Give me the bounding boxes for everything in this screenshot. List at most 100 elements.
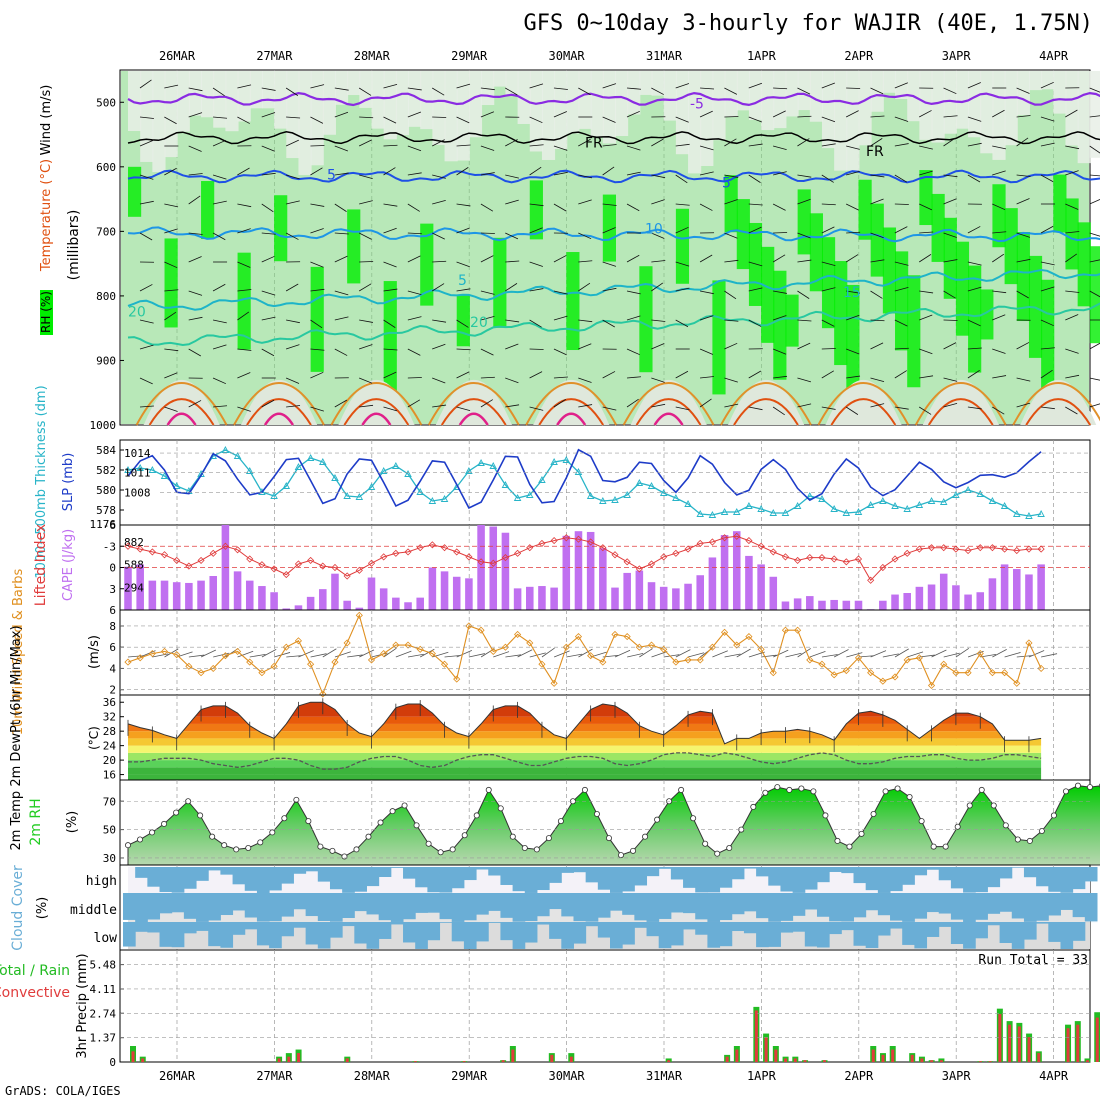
wind-barb xyxy=(845,406,859,415)
wind-barb-10m xyxy=(736,648,751,658)
rh-moist-cell xyxy=(201,181,215,240)
wind-barb xyxy=(261,87,276,91)
cape-bar xyxy=(806,596,814,610)
rh2m-marker xyxy=(389,808,396,815)
cloud-cover-bar xyxy=(585,867,599,883)
cloud-cover-bar xyxy=(342,893,355,919)
date-label-bottom: 1APR xyxy=(747,1069,777,1083)
thickness-marker xyxy=(477,459,485,466)
cloud-cover-bar xyxy=(123,922,136,947)
lifted-index-marker xyxy=(428,541,436,549)
lifted-index-marker xyxy=(185,562,193,570)
cloud-cover-bar xyxy=(1023,867,1037,878)
wind-barb xyxy=(164,116,177,125)
isotherm-30-dome xyxy=(246,398,312,426)
thickness-marker xyxy=(672,494,680,501)
rh2m-marker xyxy=(497,805,504,812)
wind-barb xyxy=(797,259,812,263)
wind-barb xyxy=(748,203,763,206)
lifted-index-marker xyxy=(854,555,863,563)
cape-bar xyxy=(769,576,778,610)
cloud-cover-bar xyxy=(792,867,806,893)
wind-barb xyxy=(748,287,763,292)
lifted-index-marker xyxy=(148,548,156,556)
rh2m-marker xyxy=(125,842,132,849)
rh-dry-cell xyxy=(931,71,945,143)
lifted-index-marker xyxy=(270,565,278,573)
rh-moist-cell xyxy=(1004,208,1018,285)
wind-speed-marker xyxy=(173,651,181,659)
thickness-marker xyxy=(1025,512,1033,519)
wind-barb xyxy=(432,260,447,263)
rh2m-marker xyxy=(810,788,817,795)
wind-barb xyxy=(213,116,228,119)
thickness-marker xyxy=(854,508,863,515)
rh2m-marker xyxy=(353,846,360,853)
cloud-cover-bar xyxy=(853,922,867,946)
cloud-cover-bar xyxy=(293,893,307,910)
precip-conv-bar xyxy=(823,1060,827,1062)
wind-barb xyxy=(237,167,250,176)
wind-barb xyxy=(1040,286,1055,292)
rh2m-marker xyxy=(726,845,733,852)
cloud-cover-bar xyxy=(963,893,976,922)
cape-bar xyxy=(282,608,291,610)
wind-barb xyxy=(943,402,958,408)
thickness-marker xyxy=(1000,502,1009,509)
thickness-base-tick: 1176 xyxy=(90,518,117,531)
thickness-marker xyxy=(465,467,473,474)
wind-barb xyxy=(261,316,276,321)
cloud-cover-bar xyxy=(987,922,1001,926)
cape-bar xyxy=(245,580,254,610)
rh-dry-cell xyxy=(675,71,690,155)
wind-speed-marker xyxy=(684,656,692,664)
rh2m-marker xyxy=(690,815,697,822)
cape-bar xyxy=(599,548,607,610)
panel-profile: -5 FR FR 5 5 10 5 15 20 20 500 600 700 800 900 1000 (mil… xyxy=(39,69,1100,432)
wind-barbs xyxy=(139,79,1100,416)
wind-barb xyxy=(1089,145,1100,154)
wind-barb xyxy=(407,145,422,152)
wind-barb xyxy=(383,348,398,351)
cloud-cover-bar xyxy=(354,922,367,944)
cloud-cover-bar xyxy=(804,893,818,910)
wind-barb-10m xyxy=(907,651,924,658)
date-label-top: 4APR xyxy=(1039,49,1069,63)
panel-rh2m: 70 50 30 2m RH (%) xyxy=(28,779,1100,866)
rh-moist-cell xyxy=(955,241,970,336)
isotherm-25-dome xyxy=(720,382,812,426)
wind-barb xyxy=(1065,290,1080,293)
wind-barb xyxy=(383,406,398,412)
cloud-cover-bar xyxy=(768,893,781,922)
wind-barb xyxy=(821,406,836,410)
wind-barb xyxy=(919,348,933,355)
run-total-label: Run Total = 33 xyxy=(978,953,1088,968)
wind-speed-marker xyxy=(514,630,522,639)
precip-conv-bar xyxy=(754,1010,758,1062)
pressure-axis-label: (millibars) xyxy=(66,210,82,281)
thickness-marker xyxy=(367,483,376,490)
wind-barb xyxy=(919,231,934,234)
contour-label: 5 xyxy=(722,175,731,191)
cloud-cover-bar xyxy=(695,893,708,920)
precip-conv-bar xyxy=(413,1061,417,1062)
wind-barb xyxy=(407,399,421,408)
wind-barb xyxy=(261,232,276,235)
wind-barb xyxy=(1065,406,1078,415)
cloud-cover-bar xyxy=(476,893,489,915)
rh2m-marker xyxy=(978,786,985,793)
wind-barb xyxy=(1089,259,1100,263)
cloud-cover-bar xyxy=(378,867,392,877)
pressure-tick: 700 xyxy=(96,225,116,238)
wind-barb xyxy=(797,87,811,95)
rh-moist-cell xyxy=(566,252,580,351)
rh-moist-cell xyxy=(797,189,811,255)
lifted-index-marker xyxy=(173,556,181,564)
wind-barb xyxy=(967,82,981,89)
rh2m-marker xyxy=(305,818,312,825)
wind-speed-marker xyxy=(270,662,278,670)
li-tick: 3 xyxy=(109,583,116,596)
wind-barb-10m xyxy=(870,650,887,658)
thickness-tick: 582 xyxy=(96,464,116,477)
wind-barb xyxy=(553,290,568,295)
